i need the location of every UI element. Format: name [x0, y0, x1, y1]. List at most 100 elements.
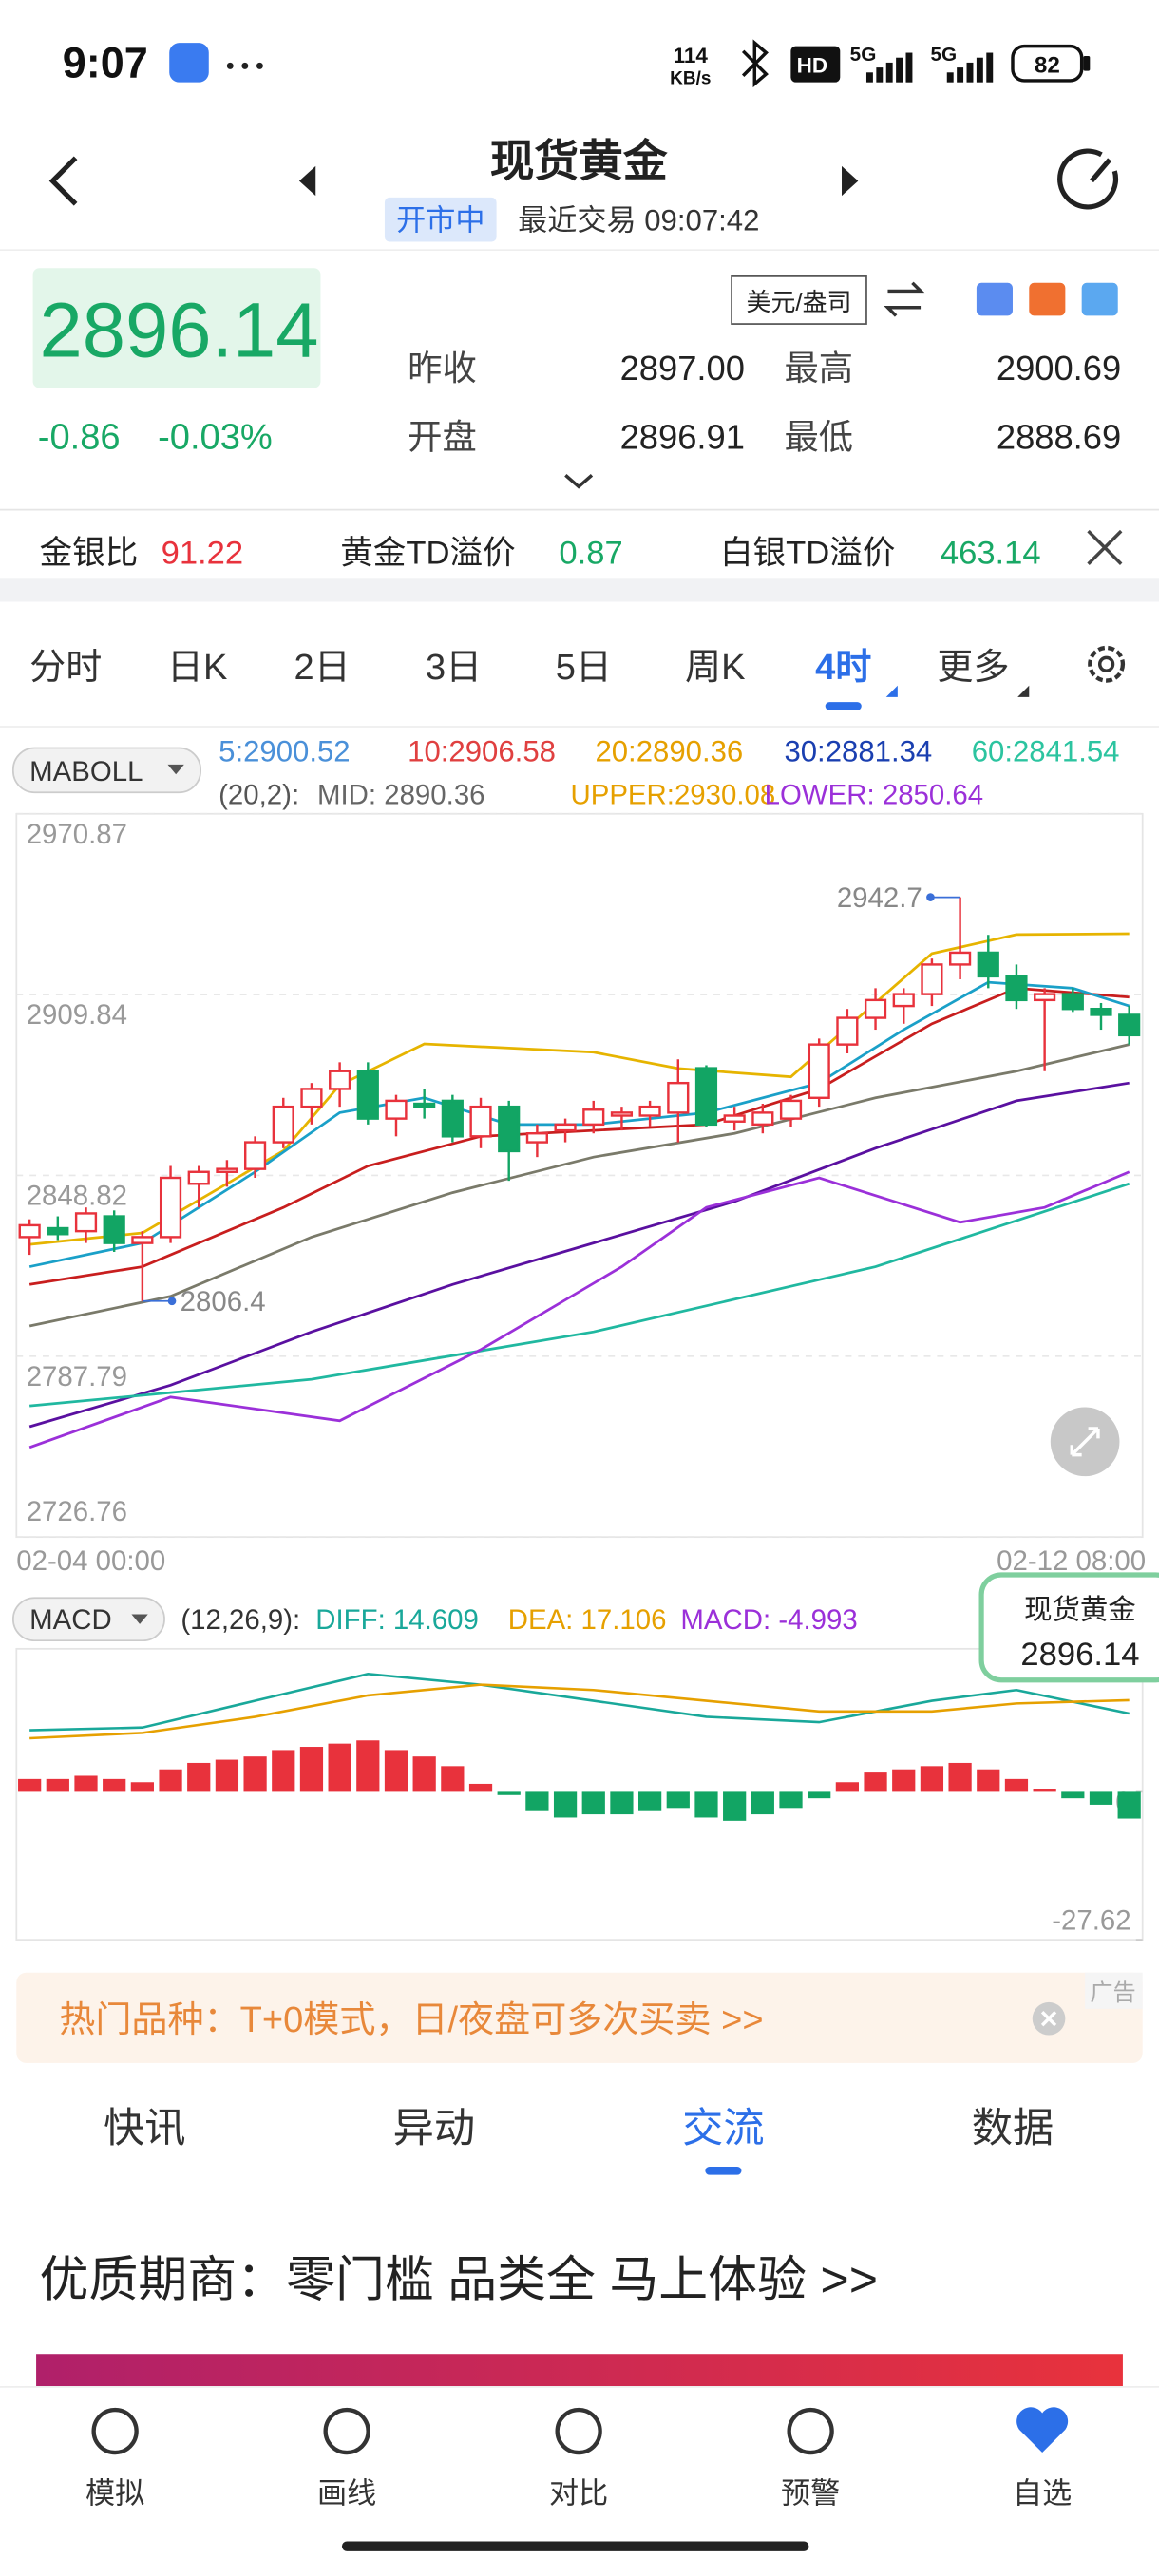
indicator-name: MABOLL	[29, 756, 142, 787]
home-indicator	[341, 2541, 809, 2551]
period-tab[interactable]: 日K	[167, 648, 227, 688]
unit-box[interactable]	[731, 275, 867, 325]
chart-frame	[15, 1647, 1144, 1941]
back-button[interactable]	[48, 156, 78, 206]
signal-bar	[986, 52, 994, 83]
news-tab[interactable]: 数据	[972, 2106, 1054, 2151]
settings-button[interactable]	[1088, 645, 1126, 683]
macd-bar	[299, 1747, 324, 1792]
macd-legend: DEA: 17.106	[508, 1604, 667, 1636]
nav-icon[interactable]	[323, 2407, 370, 2455]
prev-button[interactable]	[298, 165, 316, 197]
news-underline	[705, 2166, 742, 2175]
last-trade: 最近交易 09:07:42	[518, 203, 759, 237]
close-ticker[interactable]	[1087, 529, 1123, 565]
nav-label[interactable]: 自选	[1013, 2477, 1072, 2510]
ma-legend: 5:2900.52	[218, 734, 350, 767]
signal-bar	[885, 62, 893, 83]
macd-legend: DIFF: 14.609	[315, 1604, 479, 1636]
period-tab[interactable]: 分时	[29, 648, 102, 688]
candle-body	[159, 1176, 182, 1239]
battery-nub	[1083, 55, 1091, 71]
nav-icon[interactable]	[555, 2407, 602, 2455]
signal-bar	[896, 57, 903, 83]
pill-arrow	[131, 1614, 148, 1624]
macd-bar	[441, 1766, 465, 1792]
macd-pill[interactable]	[11, 1597, 165, 1642]
macd-name: MACD	[29, 1604, 112, 1636]
boll-legend: LOWER: 2850.64	[765, 779, 983, 810]
period-tab[interactable]: 3日	[426, 648, 482, 688]
news-tab[interactable]: 快讯	[104, 2106, 186, 2151]
ma-legend: 10:2906.58	[408, 734, 556, 767]
tool-icon[interactable]	[976, 282, 1013, 316]
macd-bar	[920, 1766, 944, 1792]
bluetooth-icon	[741, 39, 769, 88]
period-tab[interactable]: 周K	[685, 648, 745, 688]
last-price: 2896.14	[40, 288, 319, 374]
candle-body	[667, 1081, 690, 1114]
more-dot	[226, 62, 234, 69]
y-tick-label: 2848.82	[27, 1181, 127, 1212]
more-dot	[241, 62, 249, 69]
candle-body	[723, 1114, 746, 1123]
macd-bar	[497, 1791, 521, 1795]
nav-icon[interactable]	[787, 2407, 834, 2455]
ma-legend: 60:2841.54	[972, 734, 1120, 767]
macd-bar	[468, 1783, 493, 1792]
candle-body	[892, 993, 915, 1008]
tool-icon[interactable]	[1029, 282, 1066, 316]
candle-body	[610, 1111, 634, 1117]
indicator-pill[interactable]	[11, 747, 201, 794]
refresh-button[interactable]	[1057, 148, 1119, 210]
macd-bar	[553, 1791, 578, 1818]
macd-bar	[328, 1743, 352, 1792]
macd-bar	[750, 1791, 774, 1815]
macd-bar	[525, 1791, 549, 1811]
macd-line	[29, 1673, 1130, 1732]
macd-bar	[638, 1791, 662, 1811]
pill-arrow	[167, 764, 184, 775]
candle-body	[1061, 993, 1084, 1011]
signal-bar	[865, 72, 873, 83]
macd-bar	[892, 1769, 916, 1792]
macd-bar	[1004, 1778, 1029, 1792]
expand-chevron[interactable]	[564, 473, 594, 489]
candle-body	[1005, 975, 1028, 1002]
next-button[interactable]	[842, 165, 859, 197]
macd-bar	[74, 1775, 98, 1792]
signal-bar	[966, 62, 974, 83]
ad-banner[interactable]	[16, 1972, 1143, 2063]
nav-label[interactable]: 画线	[317, 2477, 376, 2510]
candle-body	[216, 1167, 238, 1173]
indicator-line	[28, 1043, 1130, 1328]
period-tab[interactable]: 4时	[815, 648, 871, 688]
promo-text[interactable]: 优质期商：零门槛 品类全 马上体验 >>	[40, 2253, 878, 2308]
period-tab[interactable]: 5日	[556, 648, 612, 688]
y-tick-label: 2909.84	[27, 999, 127, 1031]
price-tag-title: 现货黄金	[1024, 1595, 1136, 1626]
ad-tag: 广告	[1090, 1980, 1135, 2006]
swap-icon[interactable]	[884, 281, 925, 317]
macd-bar	[1089, 1791, 1113, 1805]
period-tab[interactable]: 更多	[937, 648, 1009, 688]
nav-icon[interactable]	[1016, 2407, 1069, 2453]
x-tick-label: 02-12 08:00	[997, 1545, 1146, 1577]
nav-label[interactable]: 对比	[549, 2477, 608, 2510]
price-tag[interactable]	[978, 1572, 1159, 1683]
nav-icon[interactable]	[91, 2407, 139, 2455]
tool-icon[interactable]	[1081, 282, 1118, 316]
news-tab[interactable]: 异动	[393, 2106, 476, 2151]
ad-tag-box	[1085, 1972, 1143, 2009]
candle-body	[525, 1132, 548, 1144]
candle-body	[329, 1070, 352, 1090]
tab-dropdown	[1017, 685, 1030, 697]
market-status: 开市中	[396, 203, 484, 237]
macd-bar	[18, 1778, 42, 1792]
period-tab[interactable]: 2日	[294, 648, 351, 688]
indicator-line	[29, 1182, 1130, 1408]
nav-label[interactable]: 模拟	[86, 2477, 144, 2510]
nav-label[interactable]: 预警	[781, 2477, 840, 2510]
news-tab[interactable]: 交流	[682, 2106, 765, 2151]
more-dot	[256, 62, 263, 69]
